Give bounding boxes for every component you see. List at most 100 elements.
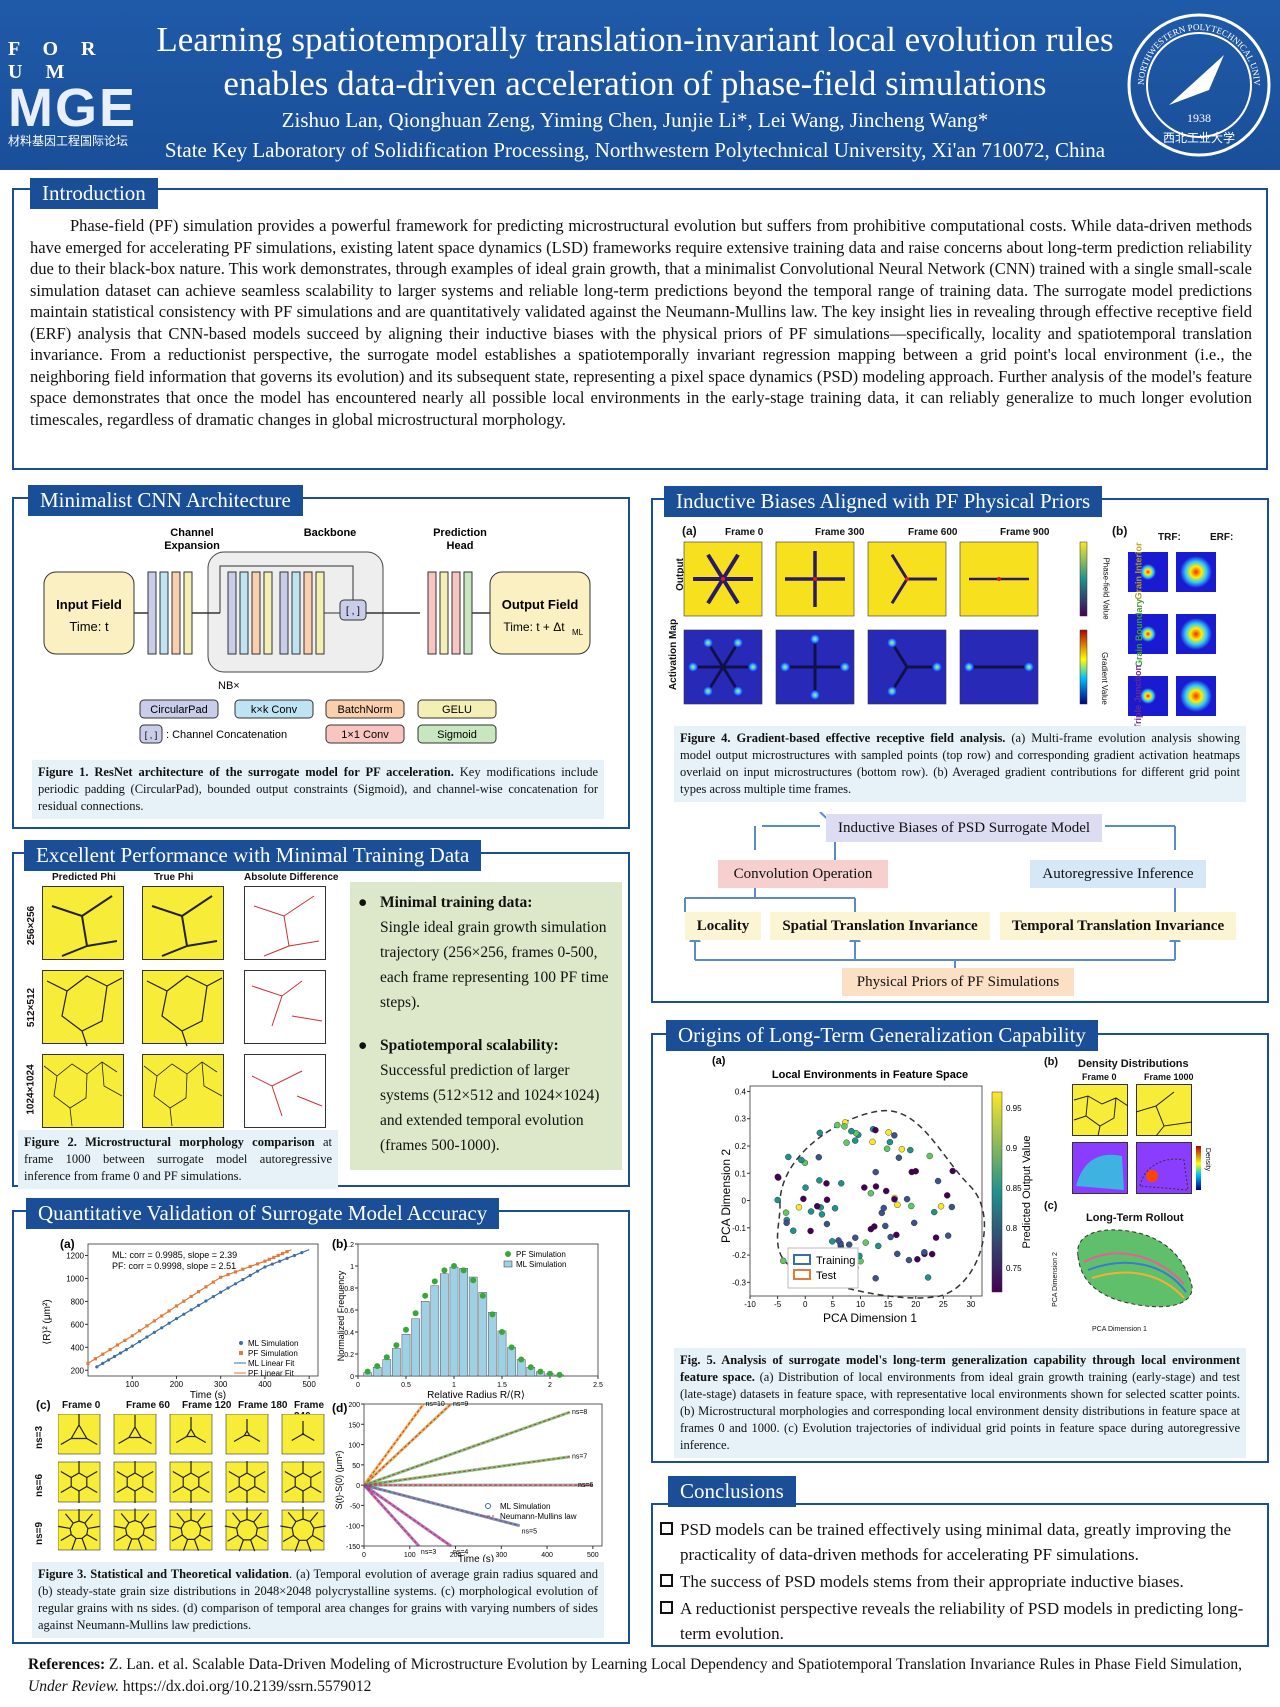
feature-point bbox=[898, 1146, 906, 1153]
feature-point bbox=[831, 1205, 839, 1212]
grain-edge bbox=[284, 1485, 296, 1494]
ml-point bbox=[292, 1253, 297, 1258]
sampled-point bbox=[905, 577, 909, 581]
svg-text:PCA Dimension 1: PCA Dimension 1 bbox=[823, 1311, 917, 1324]
feature-point bbox=[802, 1184, 809, 1191]
svg-text:ML: corr = 0.9985, slope = 2.3: ML: corr = 0.9985, slope = 2.39 bbox=[112, 1250, 237, 1260]
chart-a: (a) ⟨R⟩² (μm²) Time (s) ML: corr = 0.998… bbox=[42, 1237, 319, 1400]
svg-text:Head: Head bbox=[447, 540, 474, 552]
feature-point bbox=[885, 1129, 892, 1136]
pf-point bbox=[383, 1354, 390, 1361]
pf-point bbox=[174, 1304, 179, 1308]
ml-series bbox=[363, 1455, 571, 1487]
ml-point bbox=[101, 1361, 105, 1365]
grain-edge bbox=[140, 1513, 150, 1524]
pf-point bbox=[93, 1357, 97, 1361]
grain-edge bbox=[175, 1435, 187, 1444]
grain-edge bbox=[113, 1525, 126, 1529]
feature-point bbox=[785, 1153, 792, 1161]
node-physical-priors: Physical Priors of PF Simulations bbox=[842, 968, 1074, 996]
feature-point bbox=[882, 1222, 889, 1230]
activation-spot bbox=[733, 637, 743, 648]
pf-point bbox=[527, 1364, 534, 1371]
cnn-diagram: Channel Expansion Backbone Prediction He… bbox=[43, 527, 591, 744]
grain-edge bbox=[86, 1470, 98, 1479]
y-tick-label: 800 bbox=[71, 1297, 85, 1306]
svg-text:GELU: GELU bbox=[442, 704, 472, 716]
pf-point bbox=[422, 1292, 429, 1299]
ml-point bbox=[219, 1290, 223, 1294]
activation-spot bbox=[810, 690, 820, 700]
grain-edge bbox=[86, 1533, 98, 1542]
feature-point bbox=[867, 1190, 875, 1197]
grain-edge bbox=[254, 1485, 266, 1494]
series-label: ns=10 bbox=[426, 1401, 445, 1408]
ml-point bbox=[189, 1308, 193, 1312]
ml-bar bbox=[459, 1268, 468, 1377]
y-tick-label: 100 bbox=[348, 1443, 360, 1450]
ml-bar bbox=[440, 1273, 449, 1377]
feature-point bbox=[823, 1180, 830, 1187]
grain-edge bbox=[116, 1485, 128, 1494]
x-tick-label: 15 bbox=[884, 1300, 893, 1309]
grain-outline bbox=[69, 1520, 89, 1540]
pf-point bbox=[272, 1255, 276, 1259]
trf-hotspot bbox=[1140, 626, 1156, 642]
y-tick-label: 1200 bbox=[66, 1251, 84, 1260]
pf-point bbox=[267, 1257, 271, 1261]
erf-hotspot bbox=[1180, 618, 1212, 650]
y-tick-label: 50 bbox=[352, 1463, 360, 1470]
feature-point bbox=[872, 1275, 879, 1282]
bullet-2-head: Spatiotemporal scalability: bbox=[380, 1037, 559, 1054]
pf-point bbox=[248, 1264, 252, 1269]
grain-edge bbox=[249, 1434, 261, 1443]
pf-point bbox=[499, 1329, 505, 1335]
grain-edge bbox=[172, 1470, 184, 1479]
grain-edge bbox=[118, 1436, 130, 1445]
feature-point bbox=[782, 1209, 790, 1216]
feature-point bbox=[795, 1204, 803, 1211]
feature-point bbox=[807, 1227, 814, 1235]
grain-outline bbox=[291, 1518, 315, 1541]
grain-boundary bbox=[721, 577, 740, 605]
grain-edge bbox=[144, 1525, 157, 1529]
svg-text:Training: Training bbox=[816, 1255, 855, 1267]
feature-point bbox=[823, 1220, 831, 1228]
series-label: ns=9 bbox=[453, 1401, 468, 1408]
feature-point bbox=[932, 1234, 940, 1241]
y-tick-label: 1000 bbox=[66, 1274, 84, 1283]
conclusions-list: PSD models can be trained effectively us… bbox=[660, 1517, 1260, 1648]
colorbar-tick: 0.85 bbox=[1006, 1184, 1022, 1193]
grain-boundary bbox=[890, 578, 909, 605]
grain-edge bbox=[291, 1433, 303, 1442]
x-tick-label: 200 bbox=[170, 1380, 184, 1389]
svg-text:Sigmoid: Sigmoid bbox=[437, 729, 477, 741]
svg-text:西北工业大学: 西北工业大学 bbox=[1163, 130, 1235, 145]
grain-edge bbox=[282, 1534, 294, 1543]
grain-edge bbox=[199, 1534, 211, 1542]
feature-point bbox=[949, 1167, 956, 1175]
svg-text:CircularPad: CircularPad bbox=[150, 704, 207, 716]
plot-frame bbox=[363, 1403, 603, 1547]
erf-title: Inductive Biases Aligned with PF Physica… bbox=[664, 486, 1103, 517]
sampled-point bbox=[997, 577, 1001, 581]
node-inductive-biases: Inductive Biases of PSD Surrogate Model bbox=[826, 814, 1102, 842]
svg-text:PF Simulation: PF Simulation bbox=[248, 1349, 298, 1358]
grain-edge bbox=[228, 1485, 240, 1494]
pf-point bbox=[479, 1292, 486, 1299]
pf-point bbox=[204, 1285, 208, 1289]
grain-edge bbox=[224, 1525, 237, 1529]
feature-point bbox=[893, 1231, 900, 1239]
grain-edge bbox=[284, 1470, 296, 1479]
feature-point bbox=[880, 1204, 887, 1212]
y-tick-label: 0.8 bbox=[344, 1286, 354, 1293]
y-tick-label: -100 bbox=[346, 1524, 360, 1531]
feature-point bbox=[829, 1238, 836, 1245]
svg-text:Normalized Frequency: Normalized Frequency bbox=[336, 1270, 346, 1361]
feature-point bbox=[774, 1196, 781, 1204]
grain-edge bbox=[169, 1525, 182, 1529]
pf-point bbox=[412, 1310, 419, 1317]
svg-text:ML: ML bbox=[572, 628, 584, 637]
pf-point bbox=[219, 1275, 223, 1279]
svg-text:ML Simulation: ML Simulation bbox=[500, 1502, 550, 1511]
